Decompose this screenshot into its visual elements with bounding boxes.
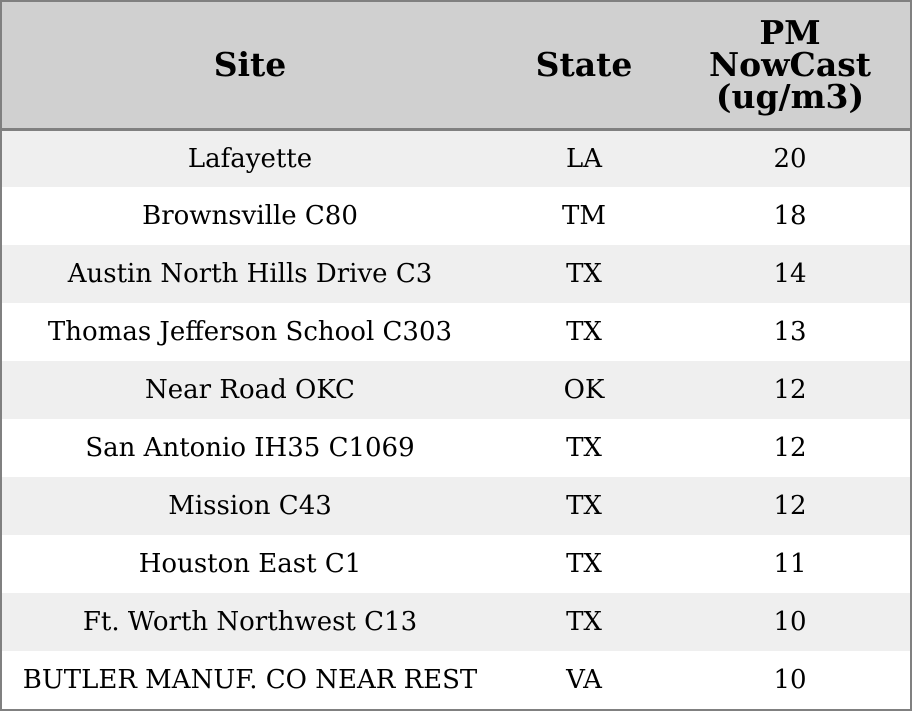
cell-site: Lafayette <box>187 143 313 174</box>
cell-state: TX <box>566 491 602 521</box>
cell-state: VA <box>566 665 602 695</box>
cell-pm: 10 <box>773 607 807 637</box>
cell-pm: 20 <box>773 143 807 174</box>
cell-state: LA <box>565 143 603 174</box>
cell-site: San Antonio IH35 C1069 <box>85 433 415 463</box>
header-row: Site State PM NowCast (ug/m3) <box>2 2 910 131</box>
cell-site: Austin North Hills Drive C3 <box>67 259 433 289</box>
cell-pm: 13 <box>773 317 807 347</box>
table-row: Austin North Hills Drive C3 TX 14 <box>2 245 910 303</box>
cell-site: Near Road OKC <box>145 375 355 405</box>
table-row: Near Road OKC OK 12 <box>2 361 910 419</box>
cell-pm: 12 <box>773 491 807 521</box>
table-body: Lafayette LA 20 Brownsville C80 TM 18 Au… <box>2 129 910 709</box>
cell-pm: 11 <box>773 549 807 579</box>
cell-site: Brownsville C80 <box>142 201 358 231</box>
header-state: State <box>498 2 670 131</box>
cell-pm: 12 <box>773 375 807 405</box>
cell-pm: 12 <box>773 433 807 463</box>
table-row: Lafayette LA 20 <box>2 129 910 187</box>
cell-state: TX <box>566 549 602 579</box>
cell-state: TM <box>562 201 606 231</box>
table-row: Ft. Worth Northwest C13 TX 10 <box>2 593 910 651</box>
cell-site: Houston East C1 <box>138 549 362 579</box>
table-row: San Antonio IH35 C1069 TX 12 <box>2 419 910 477</box>
cell-pm: 18 <box>773 201 807 231</box>
cell-state: OK <box>563 375 605 405</box>
cell-pm: 14 <box>773 259 807 289</box>
cell-state: TX <box>566 607 602 637</box>
cell-state: TX <box>566 433 602 463</box>
cell-state: TX <box>566 317 602 347</box>
cell-state: TX <box>566 259 602 289</box>
cell-site: BUTLER MANUF. CO NEAR REST <box>22 665 478 695</box>
table-row: Brownsville C80 TM 18 <box>2 187 910 245</box>
table-row: Houston East C1 TX 11 <box>2 535 910 593</box>
cell-site: Ft. Worth Northwest C13 <box>82 607 418 637</box>
cell-site: Mission C43 <box>168 491 332 521</box>
table-row: Mission C43 TX 12 <box>2 477 910 535</box>
table-row: BUTLER MANUF. CO NEAR REST VA 10 <box>2 651 910 709</box>
cell-site: Thomas Jefferson School C303 <box>47 317 453 347</box>
cell-pm: 10 <box>773 665 807 695</box>
table-row: Thomas Jefferson School C303 TX 13 <box>2 303 910 361</box>
header-pm-nowcast: PM NowCast (ug/m3) <box>670 2 910 131</box>
table-header: Site State PM NowCast (ug/m3) <box>2 2 910 131</box>
header-site: Site <box>2 2 498 131</box>
